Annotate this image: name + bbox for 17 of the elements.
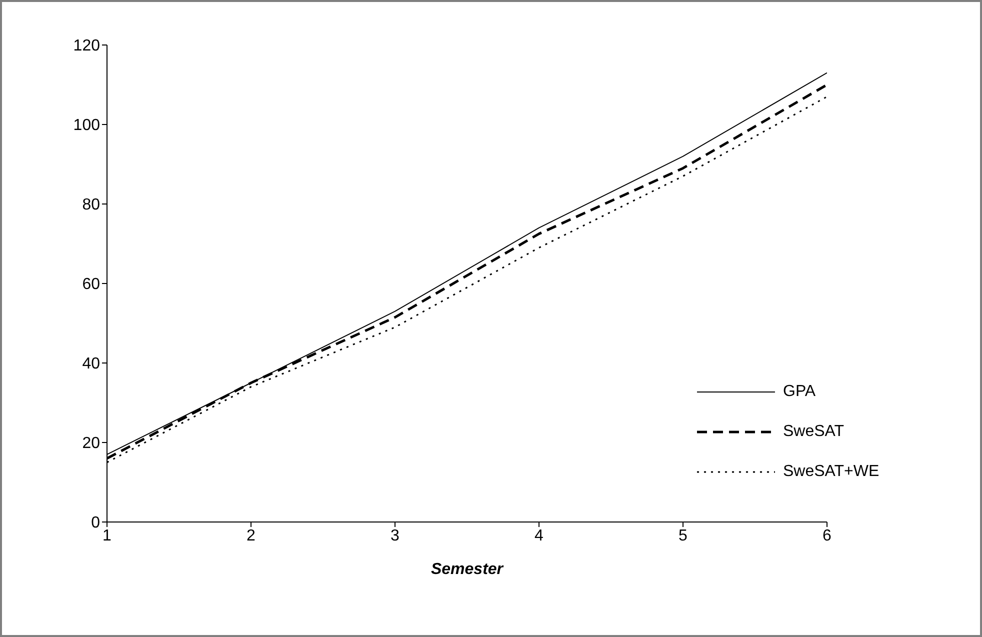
x-tick-label: 6 (822, 527, 832, 544)
x-tick-label: 1 (102, 527, 112, 544)
y-tick-label: 120 (73, 38, 100, 55)
y-tick-label: 0 (91, 514, 100, 532)
y-tick-label: 100 (73, 117, 100, 134)
x-tick-label: 5 (678, 527, 688, 544)
y-tick-label: 60 (82, 276, 100, 294)
legend-label: SweSAT (783, 423, 844, 441)
x-tick-label: 2 (246, 527, 256, 544)
x-tick-label: 3 (390, 527, 400, 544)
legend-label: GPA (783, 383, 816, 401)
y-tick-label: 40 (82, 356, 100, 373)
x-tick-label: 4 (534, 527, 544, 544)
legend-label: SweSAT+WE (783, 463, 880, 481)
y-tick-label: 20 (82, 435, 100, 452)
x-axis-title: Semester (430, 561, 504, 578)
y-tick-label: 80 (82, 196, 100, 214)
